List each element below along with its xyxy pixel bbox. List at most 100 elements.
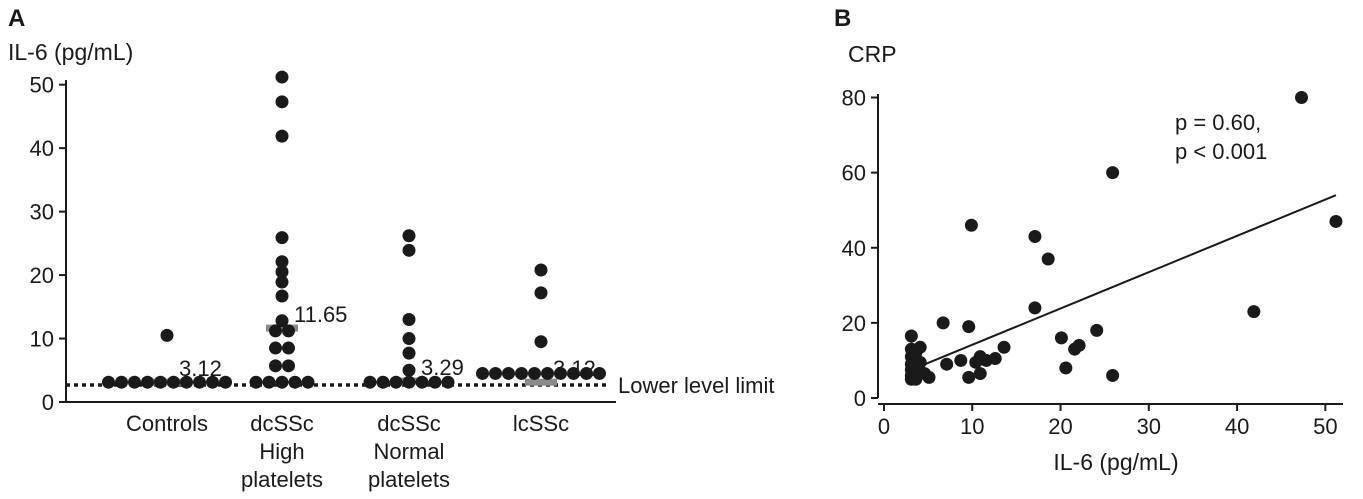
panel-a-point [534, 286, 548, 300]
panel-b-point [1090, 323, 1104, 337]
panel-b-point [936, 316, 950, 330]
lower-level-limit-label: Lower level limit [618, 373, 775, 398]
panel-b-x-tick-label: 0 [878, 414, 890, 439]
panel-a-category-label: dcSSc [250, 411, 314, 436]
panel-a-point [402, 375, 416, 389]
panel-a-categories: Controls dcSSc High platelets dcSSc Normal pla… [126, 411, 569, 492]
panel-a-point [275, 129, 289, 143]
panel-b-point [1059, 361, 1073, 375]
panel-a-point [528, 366, 541, 380]
panel-b-point [922, 370, 936, 384]
panel-b-point [1247, 305, 1261, 319]
panel-a-point [275, 314, 289, 328]
panel-a-point [282, 341, 295, 355]
regression-line [910, 194, 1337, 371]
panel-b-fit-line [910, 194, 1337, 371]
panel-a-point [534, 263, 548, 277]
panel-b-x-tick-label: 40 [1225, 414, 1249, 439]
panel-b-point [962, 320, 976, 334]
panel-a-point [554, 366, 567, 380]
panel-b-y-tick-label: 0 [854, 386, 866, 411]
panel-a-median-label: 11.65 [294, 302, 347, 327]
panel-a-category-label: Controls [126, 411, 208, 436]
panel-b-y-tick-label: 40 [842, 236, 866, 261]
panel-b-point [973, 367, 987, 381]
panel-a-y-axis-label: IL-6 (pg/mL) [8, 39, 133, 65]
panel-b-point [1072, 338, 1086, 352]
panel-a-point [389, 375, 403, 389]
panel-a-point [441, 375, 455, 389]
panel-a-category-label: lcSSc [513, 411, 569, 436]
panel-a-y-tick-label: 0 [42, 390, 54, 415]
panel-a-point [428, 375, 442, 389]
panel-b-y-tick-label: 60 [842, 161, 866, 186]
panel-a-point [269, 324, 282, 338]
panel-a-point [275, 275, 289, 289]
panel-b-point [997, 340, 1011, 354]
panel-a-point [402, 229, 416, 243]
panel-a-point [275, 95, 289, 109]
panel-a-point [115, 375, 128, 389]
panel-b-y-tick-label: 20 [842, 311, 866, 336]
panel-a-y-tick-label: 10 [30, 327, 54, 352]
panel-a-point [301, 375, 315, 389]
panel-b-point [904, 329, 918, 343]
panel-a-y-tick-label: 40 [30, 136, 54, 161]
panel-b-point [1041, 252, 1055, 266]
panel-a-point [167, 375, 180, 389]
panel-b-x-tick-label: 10 [960, 414, 984, 439]
panel-a-point [282, 324, 295, 338]
panel-a-point [206, 375, 219, 389]
panel-b-x-tick-label: 50 [1313, 414, 1337, 439]
panel-a-point [282, 359, 295, 373]
panel-a-point [275, 231, 289, 245]
panel-b-point [1329, 214, 1343, 228]
panel-a-point [102, 375, 115, 389]
panel-a-label: A [8, 5, 25, 32]
panel-a-point [476, 366, 489, 380]
panel-b-y-tick-label: 80 [842, 86, 866, 111]
panel-a-point [534, 335, 548, 349]
panel-b-annotation-line-1: p = 0.60, [1175, 110, 1261, 135]
panel-a-y-tick-label: 20 [30, 263, 54, 288]
panel-a-point [154, 375, 167, 389]
panel-b-annotation-line-2: p < 0.001 [1175, 139, 1267, 164]
panel-a-point [515, 366, 528, 380]
panel-a-category-label: dcSSc [377, 411, 441, 436]
panel-b-y-axis-label: CRP [848, 41, 897, 67]
panel-a-point [275, 289, 289, 303]
panel-a-axes [65, 80, 616, 403]
panel-a-point [502, 366, 515, 380]
panel-b-label: B [834, 5, 851, 32]
panel-a: A IL-6 (pg/mL) 0 10 20 30 40 50 Lower level l… [8, 5, 775, 492]
panel-b-axes [877, 94, 1343, 405]
panel-b-ticks: 0 20 40 60 80 0 10 20 30 40 50 [842, 86, 1338, 439]
panel-a-point [402, 313, 416, 326]
panel-a-point [541, 366, 554, 380]
panel-b-point [913, 340, 927, 354]
panel-a-point [593, 366, 606, 380]
panel-b-point [964, 218, 978, 232]
panel-b-point [1028, 229, 1042, 243]
panel-a-point [269, 341, 282, 355]
panel-a-point [567, 366, 580, 380]
panel-a-point [275, 265, 289, 279]
panel-a-point [580, 366, 593, 380]
panel-b: B CRP 0 20 40 60 80 0 10 20 30 40 50 p = 0.60, p <… [834, 5, 1343, 475]
panel-a-point [402, 363, 416, 377]
panel-b-x-tick-label: 30 [1137, 414, 1161, 439]
panel-a-point [376, 375, 390, 389]
panel-a-y-tick-label: 30 [30, 200, 54, 225]
panel-b-point [1028, 301, 1042, 315]
panel-b-points [904, 91, 1343, 386]
panel-a-point [415, 375, 429, 389]
panel-a-median-bar [266, 324, 298, 332]
panel-a-ticks: 0 10 20 30 40 50 [30, 73, 66, 415]
panel-a-median-label: 3.29 [421, 355, 464, 380]
panel-b-point [988, 352, 1002, 366]
panel-a-point [193, 375, 206, 389]
panel-a-point [489, 366, 502, 380]
panel-b-x-axis-label: IL-6 (pg/mL) [1053, 449, 1178, 475]
panel-a-point [219, 375, 232, 389]
